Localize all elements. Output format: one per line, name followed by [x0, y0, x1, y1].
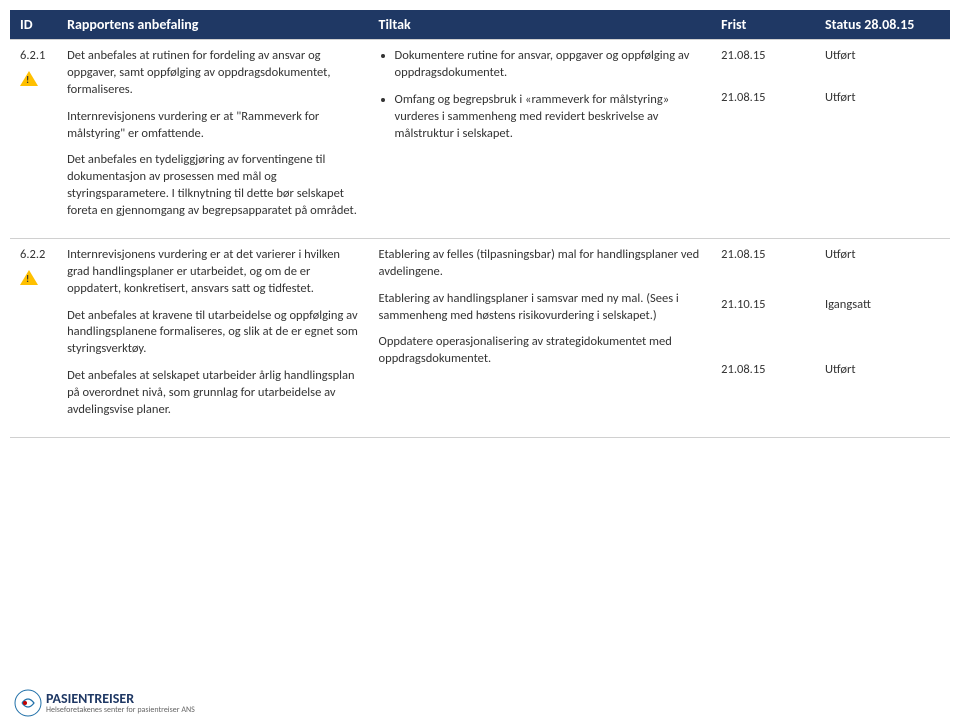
tiltak-item: Etablering av felles (tilpasningsbar) ma… — [379, 247, 702, 281]
row-frist-cell: 21.08.15 21.10.15 21.08.15 — [711, 238, 815, 437]
logo-title: PASIENTREISER — [46, 692, 195, 706]
table-row: 6.2.1 Det anbefales at rutinen for forde… — [10, 40, 950, 239]
rec-text: Det anbefales at selskapet utarbeider år… — [67, 368, 358, 419]
col-id: ID — [10, 10, 57, 40]
row-rec-cell: Internrevisjonens vurdering er at det va… — [57, 238, 368, 437]
tiltak-item: Omfang og begrepsbruk i «rammeverk for m… — [395, 92, 702, 143]
logo: PASIENTREISER Helseforetakenes senter fo… — [14, 689, 195, 717]
report-table: ID Rapportens anbefaling Tiltak Frist St… — [10, 10, 950, 438]
status-value: Igangsatt — [825, 297, 940, 352]
row-id: 6.2.1 — [20, 48, 47, 65]
status-value: Utført — [825, 362, 940, 379]
status-value: Utført — [825, 247, 940, 287]
row-frist-cell: 21.08.15 21.08.15 — [711, 40, 815, 239]
logo-text: PASIENTREISER Helseforetakenes senter fo… — [46, 692, 195, 714]
rec-text: Internrevisjonens vurdering er at det va… — [67, 247, 358, 298]
tiltak-item: Oppdatere operasjonalisering av strategi… — [379, 334, 702, 368]
rec-text: Det anbefales at kravene til utarbeidels… — [67, 308, 358, 359]
logo-sub: Helseforetakenes senter for pasientreise… — [46, 706, 195, 714]
status-value: Utført — [825, 90, 940, 107]
frist-value: 21.08.15 — [721, 362, 805, 379]
frist-value: 21.10.15 — [721, 297, 805, 352]
warning-icon — [20, 270, 38, 285]
table-header: ID Rapportens anbefaling Tiltak Frist St… — [10, 10, 950, 40]
warning-icon — [20, 71, 38, 86]
table-row: 6.2.2 Internrevisjonens vurdering er at … — [10, 238, 950, 437]
row-status-cell: Utført Igangsatt Utført — [815, 238, 950, 437]
row-rec-cell: Det anbefales at rutinen for fordeling a… — [57, 40, 368, 239]
row-tiltak-cell: Etablering av felles (tilpasningsbar) ma… — [369, 238, 712, 437]
tiltak-item: Dokumentere rutine for ansvar, oppgaver … — [395, 48, 702, 82]
rec-text: Det anbefales at rutinen for fordeling a… — [67, 48, 358, 99]
col-tiltak: Tiltak — [369, 10, 712, 40]
col-rec: Rapportens anbefaling — [57, 10, 368, 40]
col-frist: Frist — [711, 10, 815, 40]
frist-value: 21.08.15 — [721, 48, 805, 80]
status-value: Utført — [825, 48, 940, 80]
frist-value: 21.08.15 — [721, 247, 805, 287]
rec-text: Det anbefales en tydeliggjøring av forve… — [67, 152, 358, 220]
row-status-cell: Utført Utført — [815, 40, 950, 239]
row-id-cell: 6.2.2 — [10, 238, 57, 437]
row-id-cell: 6.2.1 — [10, 40, 57, 239]
row-id: 6.2.2 — [20, 247, 47, 264]
logo-icon — [14, 689, 42, 717]
tiltak-item: Etablering av handlingsplaner i samsvar … — [379, 291, 702, 325]
frist-value: 21.08.15 — [721, 90, 805, 107]
col-status: Status 28.08.15 — [815, 10, 950, 40]
rec-text: Internrevisjonens vurdering er at "Ramme… — [67, 109, 358, 143]
row-tiltak-cell: Dokumentere rutine for ansvar, oppgaver … — [369, 40, 712, 239]
